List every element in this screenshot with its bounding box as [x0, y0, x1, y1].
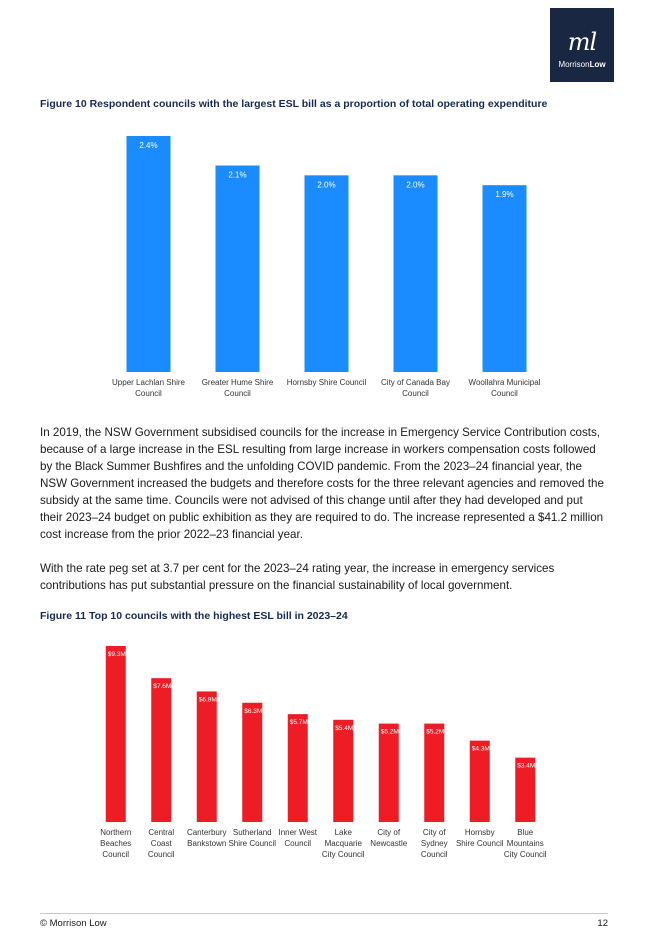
category-label: City of [377, 828, 400, 837]
category-label: Bankstown [187, 839, 226, 848]
paragraph-rate-peg: With the rate peg set at 3.7 per cent fo… [40, 562, 555, 592]
bar-value-label: 2.0% [317, 180, 335, 189]
category-label: Council [102, 850, 129, 859]
morrisonlow-logo: ml MorrisonLow [550, 8, 614, 82]
category-label: Northern [100, 828, 131, 837]
bar-value-label: 2.1% [228, 171, 246, 180]
category-label: Central [148, 828, 174, 837]
esl-bill-bar-chart: $9.3M Northern Beaches Council $7.6M Central C… [100, 646, 547, 859]
bar [215, 165, 260, 372]
bar-value-label: $9.3M [108, 651, 126, 658]
category-label: Hornsby [465, 828, 495, 837]
footer-copyright: © Morrison Low [40, 918, 107, 929]
bar [469, 740, 490, 822]
category-label: Greater Hume Shire [202, 378, 274, 387]
bar-value-label: $5.2M [381, 729, 399, 736]
bar-value-label: 1.9% [495, 190, 513, 199]
page-number: 12 [597, 918, 608, 929]
category-label: Lake [335, 828, 353, 837]
bar [151, 678, 172, 822]
bar-value-label: 2.4% [139, 141, 157, 150]
bar-value-label: 2.0% [406, 180, 424, 189]
footer-divider [40, 913, 608, 914]
bar [196, 691, 217, 822]
category-label: Woollahra Municipal [469, 378, 541, 387]
bar-value-label: $6.3M [244, 708, 262, 715]
bar [333, 719, 354, 822]
category-label: Council [224, 389, 251, 398]
bar-value-label: $7.6M [153, 683, 171, 690]
bar [126, 136, 171, 372]
category-label: Mountains [507, 839, 544, 848]
bar [287, 714, 308, 822]
paragraph-subsidy: In 2019, the NSW Government subsidised c… [40, 426, 604, 541]
category-label: Council [148, 850, 175, 859]
category-label: Shire Council [456, 839, 504, 848]
bar [515, 757, 536, 822]
bar-value-label: $6.9M [199, 696, 217, 703]
logo-name: MorrisonLow [558, 60, 606, 69]
category-label: City Council [504, 850, 547, 859]
category-label: Council [135, 389, 162, 398]
category-label: Blue [517, 828, 534, 837]
bar-value-label: $5.7M [290, 719, 308, 726]
figure-10-title: Figure 10 Respondent councils with the l… [40, 98, 548, 110]
bar [424, 723, 445, 822]
esl-proportion-bar-chart: 2.4% Upper Lachlan Shire Council 2.1% Greate… [112, 136, 541, 398]
category-label: Coast [151, 839, 173, 848]
category-label: City of [423, 828, 446, 837]
logo-mark: ml [567, 28, 597, 56]
category-label: Council [284, 839, 311, 848]
category-label: Council [421, 850, 448, 859]
bar [482, 185, 527, 372]
bar [242, 702, 263, 822]
bar [304, 175, 349, 372]
category-label: Macquarie [325, 839, 363, 848]
category-label: City of Canada Bay [381, 378, 450, 387]
category-label: Council [402, 389, 429, 398]
bar-value-label: $5.4M [335, 725, 353, 732]
category-label: Sutherland [233, 828, 272, 837]
bar [105, 646, 126, 822]
bar-value-label: $3.4M [517, 763, 535, 770]
category-label: City Council [322, 850, 365, 859]
category-label: Beaches [100, 839, 131, 848]
category-label: Newcastle [370, 839, 407, 848]
category-label: Shire Council [228, 839, 276, 848]
category-label: Sydney [421, 839, 448, 848]
bar [378, 723, 399, 822]
figure-11-title: Figure 11 Top 10 councils with the highe… [40, 610, 348, 622]
bar [393, 175, 438, 372]
bar-value-label: $5.2M [426, 729, 444, 736]
category-label: Canterbury [187, 828, 227, 837]
category-label: Upper Lachlan Shire [112, 378, 185, 387]
category-label: Hornsby Shire Council [287, 378, 367, 387]
category-label: Council [491, 389, 518, 398]
category-label: Inner West [278, 828, 317, 837]
bar-value-label: $4.3M [472, 746, 490, 753]
